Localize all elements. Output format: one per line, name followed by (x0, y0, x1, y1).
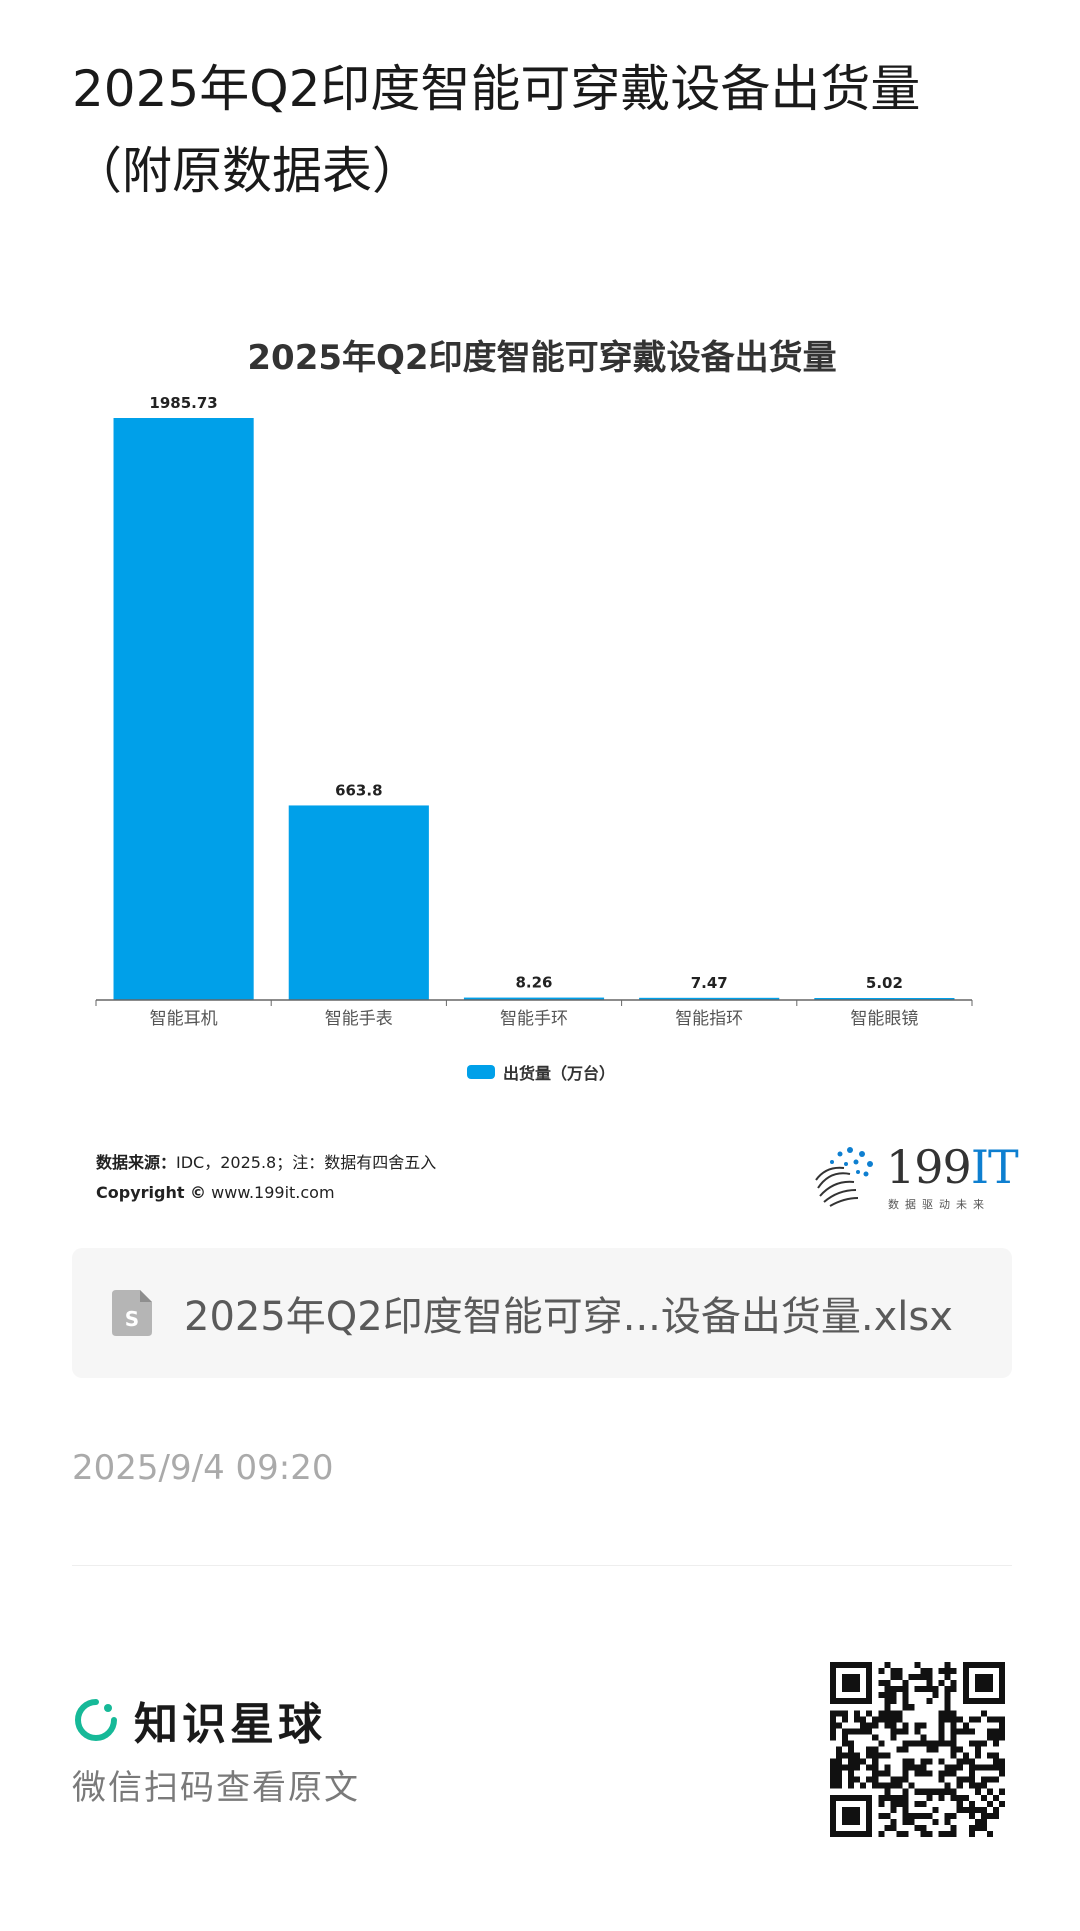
x-tick-label: 智能指环 (675, 1009, 743, 1029)
legend-swatch (467, 1065, 495, 1079)
chart-image: 2025年Q2印度智能可穿戴设备出货量 1985.73 智能耳机 663.8 智能手表… (72, 300, 1012, 1220)
divider (72, 1565, 1012, 1566)
logo-number: 199 (886, 1140, 972, 1194)
data-label: 8.26 (515, 974, 552, 992)
source-label: 数据来源： (96, 1153, 177, 1172)
x-tick-label: 智能眼镜 (850, 1009, 918, 1029)
data-label: 5.02 (866, 974, 903, 992)
svg-text:S: S (125, 1307, 139, 1331)
file-name: 2025年Q2印度智能可穿...设备出货量.xlsx (184, 1294, 953, 1340)
copyright-site: www.199it.com (211, 1183, 335, 1202)
copyright-label: Copyright © (96, 1183, 207, 1202)
bar (814, 998, 955, 1000)
data-label: 7.47 (691, 974, 728, 992)
bar (639, 997, 780, 1000)
x-tick-label: 智能耳机 (150, 1009, 218, 1029)
x-tick-label: 智能手表 (325, 1009, 393, 1029)
dot-globe-icon (815, 1147, 873, 1207)
bar (113, 418, 254, 1000)
bar (463, 997, 605, 1000)
source-note: 数据来源：IDC，2025.8；注：数据有四舍五入 Copyright © ww… (96, 1148, 436, 1208)
post-title: 2025年Q2印度智能可穿戴设备出货量（附原数据表） (72, 60, 921, 200)
qr-code[interactable] (830, 1662, 1005, 1837)
source-text: IDC，2025.8；注：数据有四舍五入 (176, 1153, 437, 1172)
199it-logo: 199IT 数据驱动未来 (810, 1140, 1019, 1220)
x-tick-label: 智能手环 (500, 1009, 568, 1029)
zsxq-logo-icon (75, 1699, 117, 1741)
brand-block: 知识星球 (72, 1688, 326, 1752)
legend-label: 出货量（万台） (503, 1064, 616, 1083)
brand-name: 知识星球 (134, 1699, 326, 1750)
bar (288, 805, 429, 1000)
data-label: 1985.73 (149, 394, 217, 412)
brand-subtitle: 微信扫码查看原文 (72, 1768, 360, 1808)
chart-legend: 出货量（万台） (467, 1060, 615, 1084)
data-label: 663.8 (335, 781, 382, 799)
chart-title: 2025年Q2印度智能可穿戴设备出货量 (247, 338, 837, 378)
bar-chart: 1985.73 智能耳机 663.8 智能手表 8.26 智能手环 7.47 智能指环 5.02… (95, 394, 973, 1029)
logo-tagline: 数据驱动未来 (888, 1198, 990, 1211)
logo-suffix: IT (970, 1140, 1019, 1194)
attachment-file[interactable]: S 2025年Q2印度智能可穿...设备出货量.xlsx (72, 1248, 1012, 1378)
post-timestamp: 2025/9/4 09:20 (72, 1448, 334, 1488)
spreadsheet-file-icon: S (112, 1290, 152, 1336)
